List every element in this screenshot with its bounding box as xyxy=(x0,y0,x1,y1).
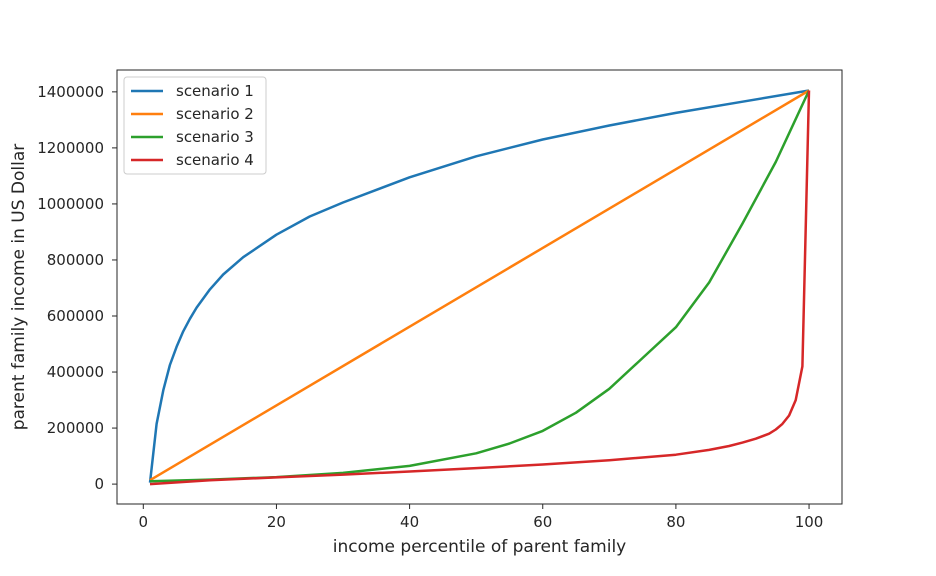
legend-box xyxy=(123,76,267,175)
x-tick-label: 100 xyxy=(795,513,824,531)
legend-label-2: scenario 2 xyxy=(176,105,254,123)
legend-label-1: scenario 1 xyxy=(176,82,254,100)
y-tick-label: 1400000 xyxy=(37,83,104,101)
legend-label-4: scenario 4 xyxy=(176,151,254,169)
x-tick-label: 0 xyxy=(139,513,149,531)
y-axis-ticks: 0 200000 400000 600000 800000 1000000 1200000 1… xyxy=(37,83,117,493)
y-axis-label: parent family income in US Dollar xyxy=(9,144,29,431)
x-tick-label: 40 xyxy=(400,513,419,531)
y-tick-label: 600000 xyxy=(47,307,104,325)
x-axis-ticks: 0 20 40 60 80 100 xyxy=(139,504,824,531)
x-tick-label: 20 xyxy=(267,513,286,531)
series-line-2 xyxy=(149,89,810,482)
legend-label-3: scenario 3 xyxy=(176,128,254,146)
y-tick-label: 1000000 xyxy=(37,195,104,213)
y-tick-label: 800000 xyxy=(47,251,104,269)
x-axis-label: income percentile of parent family xyxy=(333,537,626,557)
y-tick-label: 0 xyxy=(94,475,104,493)
y-tick-label: 200000 xyxy=(47,419,104,437)
series-lines xyxy=(148,89,811,486)
x-tick-label: 60 xyxy=(533,513,552,531)
x-tick-label: 80 xyxy=(666,513,685,531)
y-tick-label: 400000 xyxy=(47,363,104,381)
series-line-4 xyxy=(149,90,811,486)
y-tick-label: 1200000 xyxy=(37,139,104,157)
series-line-1 xyxy=(148,89,810,483)
legend: scenario 1 scenario 2 scenario 3 scenario 4 xyxy=(123,76,267,175)
